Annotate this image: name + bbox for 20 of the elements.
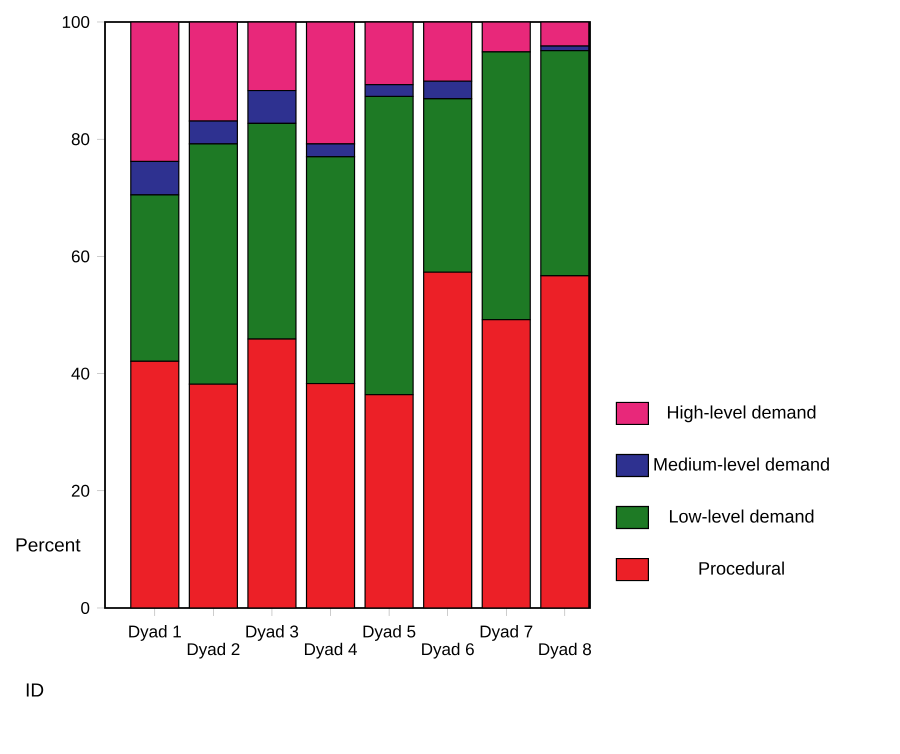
legend-label: Medium-level demand — [654, 457, 829, 471]
y-tick-label: 80 — [72, 133, 90, 146]
x-axis-title: ID — [26, 683, 44, 697]
x-tick-label: Dyad 3 — [246, 625, 298, 641]
y-tick-label: 0 — [81, 602, 90, 614]
legend-label: High-level demand — [668, 405, 816, 422]
x-tick-label: Dyad 2 — [188, 642, 240, 659]
x-tick-label: Dyad 8 — [539, 642, 591, 659]
y-tick-label: 20 — [72, 484, 90, 497]
x-tick-label: Dyad 4 — [304, 642, 357, 659]
x-tick-label: Dyad 1 — [129, 625, 181, 641]
y-tick-label: 100 — [62, 16, 90, 28]
legend-label: Low-level demand — [670, 510, 814, 523]
y-axis-title: Percent — [16, 538, 80, 552]
x-tick-label: Dyad 5 — [364, 625, 416, 641]
x-tick-label: Dyad 7 — [480, 625, 532, 641]
y-tick-label: 60 — [72, 250, 90, 262]
x-tick-label: Dyad 6 — [422, 642, 474, 659]
text: Procedural — [699, 562, 784, 575]
y-tick-label: 40 — [71, 368, 90, 380]
